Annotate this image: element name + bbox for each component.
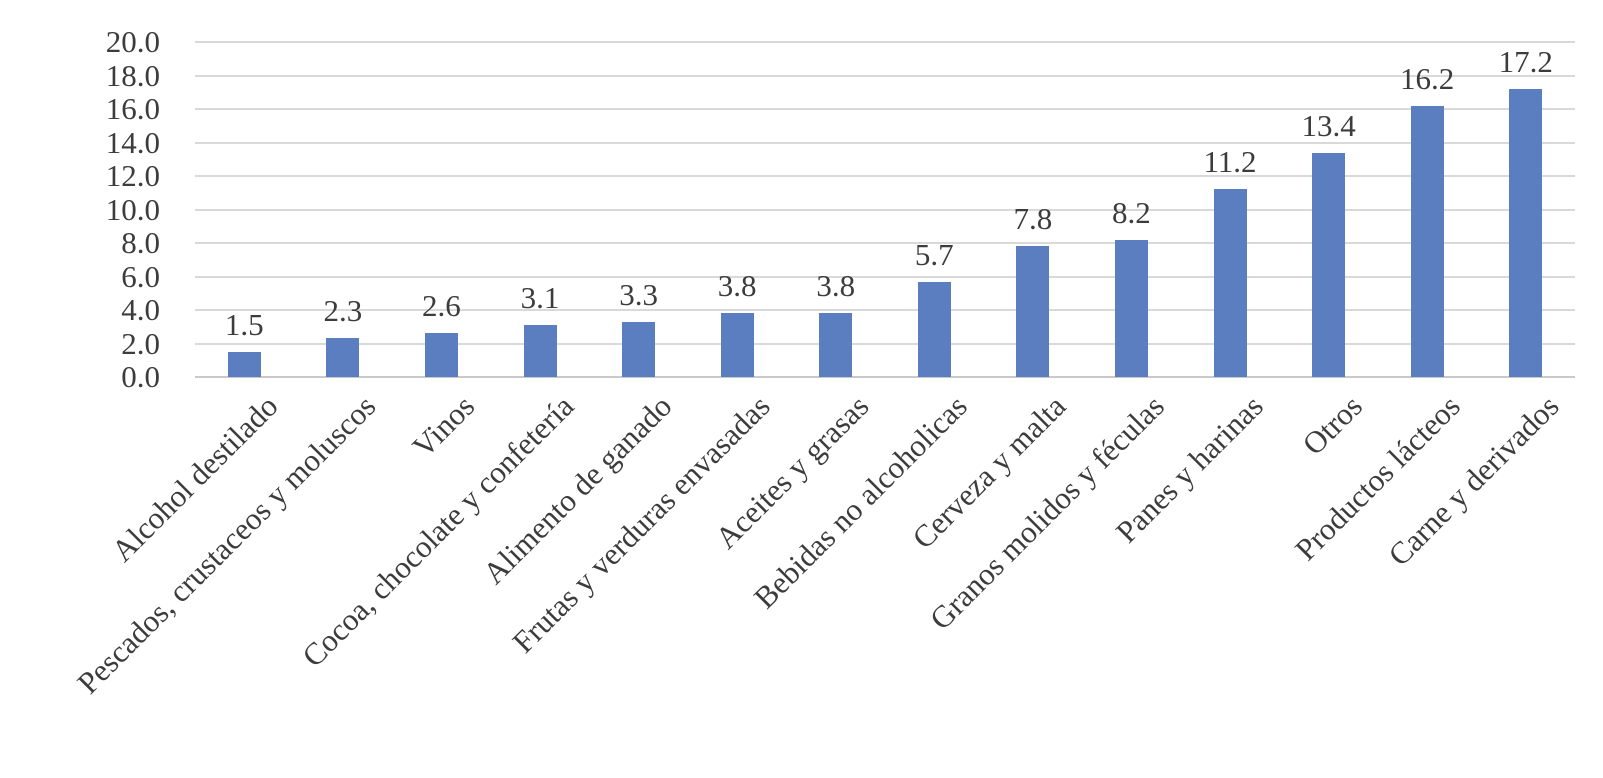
gridline <box>195 74 1575 77</box>
y-tick-label: 0.0 <box>121 359 160 394</box>
y-tick-label: 10.0 <box>105 191 160 227</box>
y-tick-label: 4.0 <box>121 292 160 327</box>
bar-value-label: 3.1 <box>520 280 560 316</box>
bar <box>1410 105 1444 377</box>
gridline <box>195 309 1575 311</box>
gridline <box>195 275 1575 278</box>
x-category-label-text: Carne y derivados <box>1381 388 1566 573</box>
bar-value-label: 3.8 <box>816 268 856 304</box>
bar-value-label: 5.7 <box>914 236 954 272</box>
bar <box>424 333 458 377</box>
gridline <box>195 41 1575 43</box>
gridline <box>195 108 1575 110</box>
bar <box>1213 189 1247 377</box>
x-category-label-text: Vinos <box>405 388 482 465</box>
bar <box>227 351 261 377</box>
bar <box>622 321 656 377</box>
bar-value-label: 7.8 <box>1013 201 1053 237</box>
bar <box>1509 88 1543 377</box>
bar <box>720 313 754 377</box>
gridline <box>195 208 1575 211</box>
bar <box>917 281 951 377</box>
gridline <box>195 342 1575 345</box>
bar-value-label: 3.8 <box>717 268 757 304</box>
y-tick-label: 16.0 <box>105 91 160 126</box>
bar-value-label: 13.4 <box>1301 107 1356 143</box>
gridline <box>195 175 1575 177</box>
gridline <box>195 242 1575 244</box>
x-category-label-text: Alimento de ganado <box>476 388 679 591</box>
bar-value-label: 11.2 <box>1203 144 1257 180</box>
bar-value-label: 8.2 <box>1112 194 1151 230</box>
x-category-label-text: Alcohol destilado <box>104 388 285 569</box>
bar-value-label: 2.3 <box>323 293 363 329</box>
bar <box>1016 246 1050 377</box>
y-tick-label: 6.0 <box>121 258 160 294</box>
bar <box>523 325 557 377</box>
gridline <box>195 141 1575 144</box>
bar <box>1312 152 1346 377</box>
bar <box>326 338 360 377</box>
bar-value-label: 1.5 <box>224 306 264 342</box>
y-tick-label: 2.0 <box>121 325 160 361</box>
gridline <box>195 376 1575 378</box>
y-tick-label: 18.0 <box>105 57 160 93</box>
y-axis: 20.0 18.0 16.0 14.0 12.0 10.0 8.0 6.0 4.0 2.0 0.0 <box>0 24 160 394</box>
y-tick-label: 14.0 <box>105 124 160 160</box>
y-tick-label: 12.0 <box>105 158 160 193</box>
x-category-label-text: Otros <box>1295 388 1369 462</box>
bar-value-label: 3.3 <box>619 276 658 312</box>
bar-value-label: 17.2 <box>1498 43 1553 79</box>
bar-value-label: 16.2 <box>1400 60 1455 96</box>
y-tick-label: 20.0 <box>105 24 160 59</box>
y-tick-label: 8.0 <box>121 225 160 260</box>
bar <box>819 313 853 377</box>
bar-value-label: 2.6 <box>422 288 461 324</box>
plot-area: 1.5 2.3 2.6 3.1 3.3 3.8 3.8 5.7 7.8 8.2 11.2 13.4 16… <box>71 41 1575 700</box>
bar <box>1114 239 1148 377</box>
